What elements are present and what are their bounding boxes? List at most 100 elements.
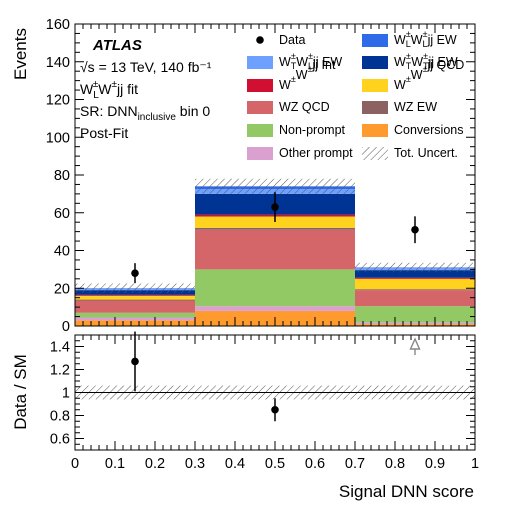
ratio-y-tick-label: 1.4 — [50, 340, 70, 356]
legend-label-part: W — [394, 33, 406, 47]
legend-label-part: W — [411, 33, 423, 47]
fit-label-sup2: ± — [112, 79, 118, 90]
legend-label-2: W± TW± Ljj EW — [279, 51, 342, 71]
fit-label-w: W — [80, 81, 94, 97]
x-tick-label: 0.9 — [425, 456, 445, 472]
legend-label-9: Conversions — [394, 123, 463, 137]
y-tick-label: 80 — [54, 168, 70, 184]
bar-conv-bin-2 — [355, 324, 475, 326]
legend-marker-data — [256, 36, 264, 44]
ratio-y-tick-label: 1 — [62, 386, 70, 402]
ratio-uncertainty-bands — [75, 385, 475, 400]
legend-label-part: W — [296, 55, 308, 69]
legend-label-part: ± — [308, 64, 313, 74]
region-label-tail: bin 0 — [176, 103, 210, 119]
legend-label-part: ± — [291, 51, 296, 61]
y-tick-label: 20 — [54, 281, 70, 297]
stage-label: Post-Fit — [80, 125, 128, 141]
bar-nonp-bin-2 — [355, 306, 475, 323]
fit-label-sup: ± — [93, 79, 99, 90]
legend-label-part: ± — [291, 74, 296, 84]
x-tick-label: 0.6 — [305, 456, 325, 472]
fit-label-w2: W — [98, 81, 112, 97]
legend-label-7: WZ EW — [394, 100, 437, 114]
legend: Data W± LW± Ljj EWW± TW± Ljj EW W± TW± Tjj EWW±W… — [247, 29, 464, 160]
legend-marker-1 — [362, 34, 388, 47]
bar-wwqcd-bin-0 — [75, 295, 195, 300]
legend-label-11: Tot. Uncert. — [394, 146, 458, 160]
legend-label-part: jj QCD — [427, 58, 465, 72]
bar-nonp-bin-0 — [75, 312, 195, 318]
legend-marker-3 — [362, 56, 388, 69]
data-point-2 — [411, 225, 419, 234]
legend-label-part: ± — [423, 64, 428, 74]
legend-label-part: ± — [406, 74, 411, 84]
ratio-point-0 — [131, 357, 139, 366]
legend-label-part: W — [394, 78, 406, 92]
legend-marker-5 — [362, 79, 388, 92]
fit-label-sub: L — [93, 90, 99, 101]
legend-marker-6 — [247, 101, 273, 114]
legend-label-part: ± — [406, 51, 411, 61]
region-label-sub: inclusive — [138, 112, 177, 123]
bar-wzew-bin-1 — [195, 227, 355, 230]
y-tick-label: 60 — [54, 206, 70, 222]
ratio-y-axis-title: Data / SM — [11, 354, 30, 430]
ratio-point-1 — [271, 405, 279, 414]
bar-wzqcd-bin-1 — [195, 229, 355, 270]
data-points — [131, 192, 419, 284]
legend-label-part: W — [279, 55, 291, 69]
legend-label-part: jj EW — [427, 33, 457, 47]
y-tick-label: 160 — [46, 17, 70, 33]
legend-label-part: jj Int — [312, 58, 336, 72]
bar-wzew-bin-2 — [355, 289, 475, 291]
legend-label-part: ± — [406, 29, 411, 39]
legend-label-8: Non-prompt — [279, 123, 346, 137]
x-tick-label: 0.8 — [385, 456, 405, 472]
bar-other-bin-0 — [75, 317, 195, 321]
legend-label-3: W± TW± Tjj EW — [394, 51, 458, 71]
bar-wzew-bin-0 — [75, 299, 195, 301]
y-tick-label: 100 — [46, 130, 70, 146]
y-tick-label: 0 — [62, 319, 70, 335]
data-point-1 — [271, 203, 279, 211]
ratio-y-tick-label: 0.6 — [50, 432, 70, 448]
legend-label-part: ± — [423, 29, 428, 39]
legend-marker-2 — [247, 56, 273, 69]
x-tick-label: 0.2 — [145, 456, 165, 472]
fit-label: WL±W±jj fit — [80, 79, 138, 101]
legend-marker-uncertainty — [362, 147, 388, 160]
x-tick-label: 0.3 — [185, 456, 205, 472]
legend-marker-9 — [362, 124, 388, 137]
bar-nonp-bin-1 — [195, 269, 355, 307]
x-tick-label: 0.1 — [105, 456, 125, 472]
region-label-main: SR: DNN — [80, 103, 138, 119]
uncertainty-band-bin-0 — [75, 283, 195, 293]
legend-label-part: L — [423, 39, 428, 49]
legend-marker-7 — [362, 101, 388, 114]
bar-other-bin-1 — [195, 306, 355, 311]
bar-other-bin-2 — [355, 322, 475, 325]
legend-label-part: W — [411, 55, 423, 69]
data-point-0 — [131, 269, 139, 277]
ratio-y-tick-label: 1.2 — [50, 363, 70, 379]
fit-label-rest: jj fit — [116, 81, 138, 97]
ratio-y-tick-label: 0.8 — [50, 409, 70, 425]
legend-label-part: W — [279, 78, 291, 92]
legend-label-10: Other prompt — [279, 146, 353, 160]
legend-label-part: jj EW — [428, 55, 458, 69]
legend-label-part: L — [308, 61, 313, 71]
bar-wzqcd-bin-0 — [75, 300, 195, 313]
ratio-axes: 0.6 0.8 1 1.2 1.4 — [50, 334, 476, 451]
x-tick-label: 1 — [471, 456, 479, 472]
bar-wzqcd-bin-2 — [355, 290, 475, 307]
legend-label-part: jj EW — [312, 55, 342, 69]
legend-label-part: ± — [423, 51, 428, 61]
legend-label-6: WZ QCD — [279, 100, 330, 114]
atlas-label: ATLAS — [92, 37, 142, 54]
main-axes: 0 20 40 60 80 100 120 140 160 0 0.1 0.2 0.3 0.4 0.5 0.6… — [46, 17, 479, 472]
uncertainty-band-bin-2 — [355, 262, 475, 273]
bar-tt-bin-2 — [355, 270, 475, 278]
legend-label-part: T — [423, 61, 429, 71]
